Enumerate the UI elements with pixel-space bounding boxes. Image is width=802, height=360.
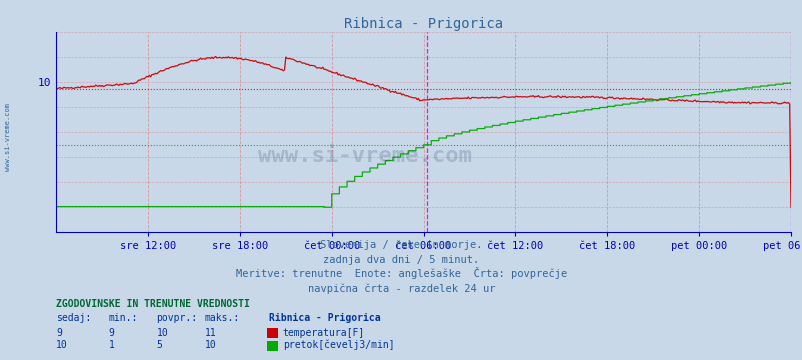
Text: pretok[čevelj3/min]: pretok[čevelj3/min]	[282, 340, 394, 351]
Text: min.:: min.:	[108, 313, 138, 323]
Text: ZGODOVINSKE IN TRENUTNE VREDNOSTI: ZGODOVINSKE IN TRENUTNE VREDNOSTI	[56, 299, 249, 309]
Text: 5: 5	[156, 341, 162, 351]
Text: Meritve: trenutne  Enote: anglešaške  Črta: povprečje: Meritve: trenutne Enote: anglešaške Črta…	[236, 267, 566, 279]
Text: 1: 1	[108, 341, 114, 351]
Text: maks.:: maks.:	[205, 313, 240, 323]
Text: 9: 9	[56, 328, 62, 338]
Text: navpična črta - razdelek 24 ur: navpična črta - razdelek 24 ur	[307, 283, 495, 294]
Text: 9: 9	[108, 328, 114, 338]
Text: Ribnica - Prigorica: Ribnica - Prigorica	[269, 313, 380, 323]
Text: zadnja dva dni / 5 minut.: zadnja dva dni / 5 minut.	[323, 255, 479, 265]
Text: temperatura[F]: temperatura[F]	[282, 328, 364, 338]
Text: 11: 11	[205, 328, 217, 338]
Text: Slovenija / reke in morje.: Slovenija / reke in morje.	[320, 240, 482, 251]
Title: Ribnica - Prigorica: Ribnica - Prigorica	[343, 17, 503, 31]
Text: 10: 10	[205, 341, 217, 351]
Text: www.si-vreme.com: www.si-vreme.com	[5, 103, 11, 171]
Text: www.si-vreme.com: www.si-vreme.com	[257, 146, 472, 166]
Text: sedaj:: sedaj:	[56, 313, 91, 323]
Text: povpr.:: povpr.:	[156, 313, 197, 323]
Text: 10: 10	[56, 341, 68, 351]
Text: 10: 10	[156, 328, 168, 338]
